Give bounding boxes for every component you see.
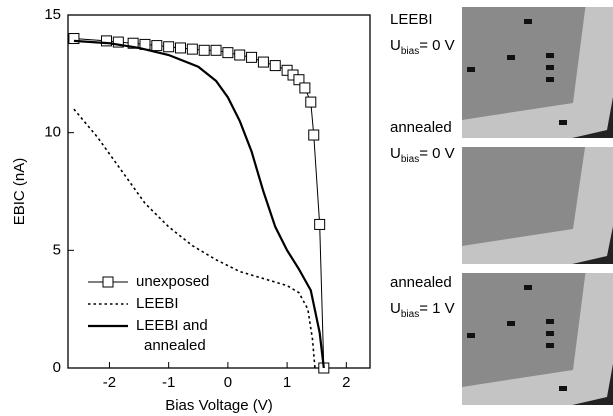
defect	[559, 120, 567, 125]
marker	[222, 47, 234, 59]
x-tick-label: 2	[342, 374, 350, 391]
panel-label: annealed	[390, 274, 452, 291]
marker	[163, 41, 175, 53]
marker	[308, 129, 320, 141]
sem-image	[462, 147, 613, 264]
defect	[546, 331, 554, 336]
dark-region	[462, 147, 586, 246]
sem-content	[462, 273, 613, 405]
marker	[186, 43, 198, 55]
defect	[507, 55, 515, 60]
panel-bias: Ubias= 0 V	[390, 145, 455, 165]
defect	[546, 77, 554, 82]
bias-value: = 1 V	[419, 300, 454, 317]
x-axis-label: Bias Voltage (V)	[165, 397, 273, 414]
marker	[68, 33, 80, 45]
defect	[559, 386, 567, 391]
defect	[524, 19, 532, 24]
legend-label: unexposed	[136, 273, 209, 290]
sem-image	[462, 273, 613, 405]
y-tick-label: 0	[53, 359, 61, 376]
x-tick-label: 1	[283, 374, 291, 391]
panel-bias: Ubias= 0 V	[390, 37, 455, 57]
bias-subscript: bias	[401, 154, 419, 165]
y-axis-label: EBIC (nA)	[11, 158, 28, 226]
x-tick-label: -2	[103, 374, 116, 391]
marker	[314, 218, 326, 230]
bias-value: = 0 V	[419, 145, 454, 162]
sem-content	[462, 7, 613, 138]
sem-image	[462, 7, 613, 138]
bias-subscript: bias	[401, 309, 419, 320]
panel-label: annealed	[390, 119, 452, 136]
legend-label: LEEBI and annealed	[136, 317, 208, 354]
marker	[175, 42, 187, 54]
legend-marker	[102, 276, 114, 288]
bias-value: = 0 V	[419, 37, 454, 54]
sem-content	[462, 147, 613, 264]
defect	[546, 319, 554, 324]
legend-label-part: annealed	[144, 337, 206, 354]
marker	[112, 36, 124, 48]
bias-symbol: U	[390, 300, 401, 317]
y-tick-label: 5	[53, 241, 61, 258]
marker	[210, 44, 222, 56]
defect	[467, 67, 475, 72]
bias-symbol: U	[390, 37, 401, 54]
marker	[246, 51, 258, 63]
marker	[198, 44, 210, 56]
dark-region	[462, 7, 586, 120]
marker	[305, 96, 317, 108]
marker	[151, 40, 163, 52]
series-line	[73, 108, 316, 369]
plot-frame	[67, 14, 371, 369]
panel-label: LEEBI	[390, 11, 433, 28]
defect	[546, 343, 554, 348]
defect	[546, 65, 554, 70]
bias-symbol: U	[390, 145, 401, 162]
y-tick-label: 10	[44, 124, 61, 141]
defect	[467, 333, 475, 338]
marker	[127, 37, 139, 49]
y-tick-label: 15	[44, 6, 61, 23]
defect	[524, 285, 532, 290]
marker	[293, 74, 305, 86]
marker	[234, 49, 246, 61]
x-tick-label: 0	[224, 374, 232, 391]
bias-subscript: bias	[401, 46, 419, 57]
defect	[507, 321, 515, 326]
series-line	[73, 39, 325, 369]
dark-region	[462, 273, 586, 387]
panel-bias: Ubias= 1 V	[390, 300, 455, 320]
x-tick-label: -1	[162, 374, 175, 391]
marker	[269, 60, 281, 72]
defect	[546, 53, 554, 58]
legend-label: LEEBI	[136, 295, 179, 312]
legend-label-part: LEEBI and	[136, 317, 208, 334]
marker	[257, 56, 269, 68]
marker	[299, 82, 311, 94]
marker	[100, 35, 112, 47]
